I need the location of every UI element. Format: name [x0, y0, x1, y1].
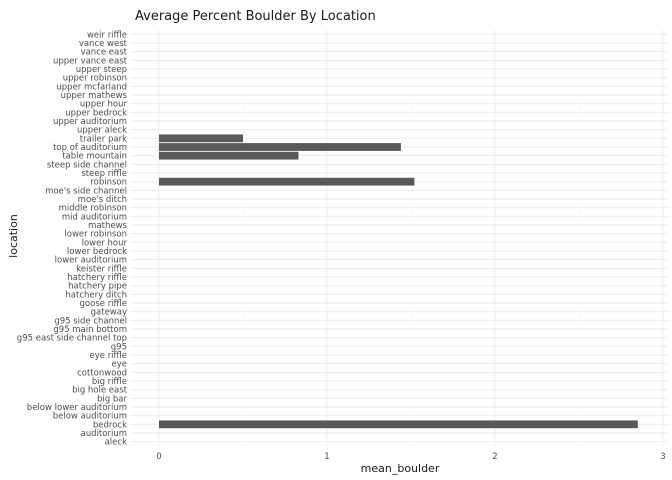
- y-tick-label: eye: [112, 360, 128, 370]
- y-tick-label: below auditorium: [53, 412, 127, 422]
- y-tick-label: upper robinson: [63, 74, 127, 84]
- x-tick-label: 1: [324, 452, 329, 462]
- x-tick-label: 0: [156, 452, 161, 462]
- y-tick-label: gateway: [91, 308, 127, 318]
- y-tick-label: big riffle: [92, 377, 127, 387]
- y-tick-label: upper mcfarland: [56, 82, 127, 92]
- y-tick-label: goose riffle: [80, 299, 127, 309]
- y-tick-label: upper bedrock: [65, 108, 127, 118]
- y-tick-label: upper auditorium: [53, 117, 127, 127]
- y-tick-label: moe's side channel: [45, 186, 127, 196]
- y-tick-label: eye riffle: [90, 351, 128, 361]
- bar: [159, 143, 401, 151]
- y-tick-label: mathews: [88, 221, 127, 231]
- y-tick-label: below lower auditorium: [27, 403, 127, 413]
- y-tick-label: keister riffle: [76, 264, 127, 274]
- y-tick-label: lower hour: [82, 238, 128, 248]
- y-tick-label: upper steep: [76, 65, 127, 75]
- y-tick-label: robinson: [90, 178, 127, 188]
- chart-title: Average Percent Boulder By Location: [135, 9, 376, 24]
- y-axis-title: location: [7, 214, 20, 258]
- y-tick-label: upper aleck: [77, 126, 127, 136]
- bars: [159, 134, 638, 429]
- x-tick-label: 2: [492, 452, 497, 462]
- y-tick-label: lower auditorium: [55, 256, 127, 266]
- y-tick-label: steep side channel: [47, 160, 127, 170]
- y-tick-label: auditorium: [81, 429, 127, 439]
- y-tick-label: aleck: [105, 438, 127, 448]
- y-tick-label: big bar: [97, 394, 127, 404]
- y-tick-label: vance east: [81, 48, 128, 58]
- grid: [131, 30, 668, 446]
- bar: [159, 151, 299, 160]
- y-tick-label: lower bedrock: [67, 247, 127, 257]
- x-axis-title: mean_boulder: [361, 462, 440, 475]
- bar: [159, 420, 638, 429]
- x-tick-labels: 0 1 2 3: [156, 452, 665, 462]
- y-tick-label: upper mathews: [61, 91, 128, 101]
- y-tick-label: upper hour: [80, 100, 128, 110]
- bar: [159, 134, 243, 143]
- y-tick-label: g95 side channel: [54, 316, 127, 326]
- x-tick-label: 3: [660, 452, 665, 462]
- y-tick-label: lower robinson: [64, 230, 127, 240]
- y-tick-label: mid auditorium: [62, 212, 127, 222]
- y-tick-label: bedrock: [93, 420, 127, 430]
- y-tick-label: hatchery pipe: [68, 282, 127, 292]
- y-tick-label: big hole east: [72, 386, 128, 396]
- y-tick-label: top of auditorium: [53, 143, 127, 153]
- y-tick-label: steep riffle: [81, 169, 127, 179]
- y-tick-label: cottonwood: [77, 368, 127, 378]
- y-tick-label: hatchery ditch: [65, 290, 127, 300]
- y-tick-label: g95 main bottom: [53, 325, 127, 335]
- y-tick-label: table mountain: [62, 152, 127, 162]
- y-tick-label: g95 east side channel top: [17, 334, 127, 344]
- y-tick-label: vance west: [79, 39, 128, 49]
- y-tick-label: trailer park: [80, 134, 127, 144]
- y-tick-label: hatchery riffle: [67, 273, 127, 283]
- y-tick-label: middle robinson: [59, 204, 127, 214]
- y-tick-label: g95: [111, 342, 127, 352]
- bar: [159, 177, 415, 186]
- y-tick-label: upper vance east: [53, 56, 128, 66]
- y-tick-label: moe's ditch: [78, 195, 127, 205]
- y-tick-label: weir riffle: [87, 30, 127, 40]
